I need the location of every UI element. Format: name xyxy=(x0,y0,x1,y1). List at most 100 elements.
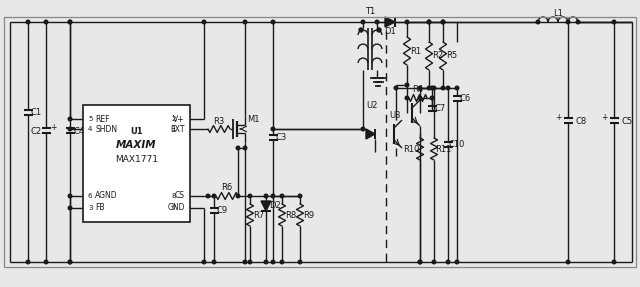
Text: CS: CS xyxy=(175,191,185,201)
Circle shape xyxy=(375,20,379,24)
Text: 8: 8 xyxy=(172,193,176,199)
Text: R5: R5 xyxy=(447,51,458,61)
Text: 2: 2 xyxy=(172,116,176,122)
Circle shape xyxy=(441,86,445,90)
Circle shape xyxy=(243,20,247,24)
Circle shape xyxy=(430,86,434,90)
Text: R11: R11 xyxy=(435,144,451,154)
Polygon shape xyxy=(366,129,375,139)
Circle shape xyxy=(298,194,302,198)
Text: 6: 6 xyxy=(88,193,93,199)
Circle shape xyxy=(405,83,409,87)
Text: U3: U3 xyxy=(389,112,401,121)
Circle shape xyxy=(418,86,422,90)
Circle shape xyxy=(68,260,72,264)
Text: R6: R6 xyxy=(221,183,232,193)
Circle shape xyxy=(264,194,268,198)
Text: R9: R9 xyxy=(303,210,315,220)
Text: C3: C3 xyxy=(276,133,287,142)
Circle shape xyxy=(68,117,72,121)
Circle shape xyxy=(271,260,275,264)
Text: R3: R3 xyxy=(213,117,225,125)
Circle shape xyxy=(405,96,409,100)
Circle shape xyxy=(68,194,72,198)
Text: MAX1771: MAX1771 xyxy=(115,154,158,164)
Circle shape xyxy=(68,127,72,131)
Circle shape xyxy=(271,194,275,198)
Text: C6: C6 xyxy=(460,94,471,103)
Circle shape xyxy=(455,86,459,90)
Text: FB: FB xyxy=(95,203,104,212)
Text: C8: C8 xyxy=(575,117,587,127)
Circle shape xyxy=(68,260,72,264)
Circle shape xyxy=(264,260,268,264)
Text: GND: GND xyxy=(168,203,185,212)
Polygon shape xyxy=(261,201,271,211)
Circle shape xyxy=(432,260,436,264)
Circle shape xyxy=(455,260,459,264)
Circle shape xyxy=(418,96,422,100)
Circle shape xyxy=(446,260,450,264)
Circle shape xyxy=(280,260,284,264)
Text: C4: C4 xyxy=(74,127,84,135)
Text: AGND: AGND xyxy=(95,191,118,201)
Circle shape xyxy=(202,20,206,24)
Circle shape xyxy=(248,194,252,198)
Circle shape xyxy=(441,20,445,24)
Circle shape xyxy=(566,260,570,264)
Text: R4: R4 xyxy=(412,86,424,94)
Circle shape xyxy=(202,260,206,264)
Circle shape xyxy=(361,20,365,24)
Text: C10: C10 xyxy=(448,140,465,149)
Text: 4: 4 xyxy=(88,126,92,132)
Circle shape xyxy=(428,20,431,24)
Circle shape xyxy=(212,260,216,264)
Circle shape xyxy=(243,146,247,150)
Bar xyxy=(83,105,190,222)
Circle shape xyxy=(68,20,72,24)
Circle shape xyxy=(418,260,422,264)
Circle shape xyxy=(44,260,48,264)
Circle shape xyxy=(432,86,436,90)
Text: +: + xyxy=(50,123,56,131)
Circle shape xyxy=(428,20,431,24)
Circle shape xyxy=(271,20,275,24)
Circle shape xyxy=(612,20,616,24)
Text: SHDN: SHDN xyxy=(95,125,117,133)
Circle shape xyxy=(212,194,216,198)
Text: +: + xyxy=(555,113,561,123)
Circle shape xyxy=(428,86,431,90)
Circle shape xyxy=(377,28,381,32)
Text: V+: V+ xyxy=(173,115,185,123)
Polygon shape xyxy=(385,17,395,27)
Circle shape xyxy=(236,146,240,150)
Circle shape xyxy=(430,96,434,100)
Circle shape xyxy=(441,20,445,24)
Circle shape xyxy=(44,20,48,24)
Circle shape xyxy=(68,206,72,210)
Circle shape xyxy=(248,260,252,264)
Text: C7: C7 xyxy=(435,104,446,113)
Circle shape xyxy=(206,194,210,198)
Circle shape xyxy=(576,20,580,24)
Circle shape xyxy=(405,20,409,24)
Circle shape xyxy=(298,260,302,264)
Text: R7: R7 xyxy=(253,210,264,220)
Text: EXT: EXT xyxy=(170,125,185,133)
Text: +: + xyxy=(601,113,607,123)
Circle shape xyxy=(612,260,616,264)
Text: L1: L1 xyxy=(553,9,563,18)
Circle shape xyxy=(446,86,450,90)
Text: T1: T1 xyxy=(365,7,375,16)
Text: D2: D2 xyxy=(269,201,281,210)
Text: M1: M1 xyxy=(247,115,259,123)
Text: 3: 3 xyxy=(88,205,93,211)
Text: D1: D1 xyxy=(384,26,396,36)
Text: 1: 1 xyxy=(172,126,176,132)
Circle shape xyxy=(536,20,540,24)
Circle shape xyxy=(236,194,240,198)
Circle shape xyxy=(418,260,422,264)
Circle shape xyxy=(26,20,30,24)
Text: R10: R10 xyxy=(403,144,419,154)
Text: R2: R2 xyxy=(433,51,444,61)
